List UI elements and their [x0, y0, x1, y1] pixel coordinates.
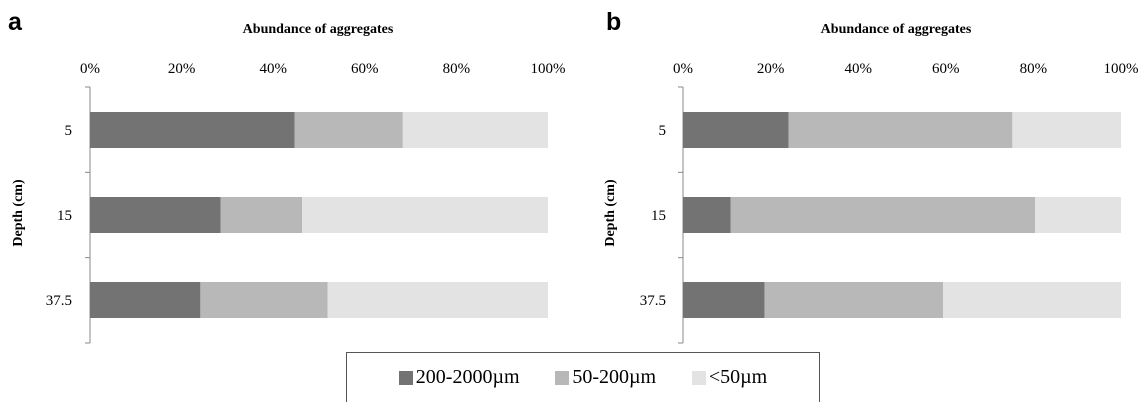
legend: 200-2000µm 50-200µm <50µm [346, 352, 820, 402]
legend-item-coarse: 200-2000µm [398, 366, 520, 389]
y-tick-label: 37.5 [46, 293, 72, 309]
legend-swatch-fine [691, 370, 706, 385]
bar-segment [220, 197, 303, 233]
x-tick-label: 100% [1104, 61, 1139, 77]
legend-swatch-coarse [398, 370, 413, 385]
x-tick-label: 0% [673, 61, 693, 77]
bar-segment [90, 282, 201, 318]
legend-label-coarse: 200-2000µm [415, 366, 520, 388]
bar-segment [764, 282, 944, 318]
bar-segment [294, 112, 403, 148]
x-tick-label: 20% [757, 61, 785, 77]
x-tick-label: 40% [259, 61, 287, 77]
y-axis-title-b: Depth (cm) [603, 179, 618, 247]
bar-segment [788, 112, 1013, 148]
y-tick-label: 37.5 [640, 293, 666, 309]
x-tick-label: 40% [844, 61, 872, 77]
bar-segment [943, 282, 1121, 318]
bar-segment [683, 282, 765, 318]
bar-segment [402, 112, 548, 148]
y-tick-label: 5 [65, 123, 73, 139]
legend-item-medium: 50-200µm [555, 366, 656, 389]
bar-segment [302, 197, 548, 233]
bar-segment [1035, 197, 1121, 233]
x-tick-label: 20% [168, 61, 196, 77]
x-tick-label: 0% [80, 61, 100, 77]
bar-segment [90, 197, 221, 233]
y-tick-label: 15 [57, 208, 72, 224]
x-tick-label: 100% [531, 61, 566, 77]
legend-swatch-medium [555, 370, 570, 385]
y-tick-label: 5 [659, 123, 667, 139]
bar-segment [1012, 112, 1121, 148]
x-tick-label: 80% [443, 61, 471, 77]
panel-letter-b: b [606, 8, 621, 36]
bar-segment [730, 197, 1036, 233]
bar-segment [683, 112, 789, 148]
panel-letter-a: a [8, 8, 23, 36]
y-axis-title-a: Depth (cm) [11, 179, 26, 247]
x-tick-label: 60% [932, 61, 960, 77]
legend-label-medium: 50-200µm [572, 366, 657, 388]
bar-segment [327, 282, 548, 318]
chart-title-a: Abundance of aggregates [243, 22, 394, 37]
bar-segment [683, 197, 731, 233]
y-tick-label: 15 [651, 208, 666, 224]
x-tick-label: 60% [351, 61, 379, 77]
legend-item-fine: <50µm [691, 366, 768, 389]
x-tick-label: 80% [1020, 61, 1048, 77]
legend-label-fine: <50µm [708, 366, 768, 388]
bar-segment [200, 282, 328, 318]
bar-segment [90, 112, 295, 148]
chart-title-b: Abundance of aggregates [821, 22, 972, 37]
